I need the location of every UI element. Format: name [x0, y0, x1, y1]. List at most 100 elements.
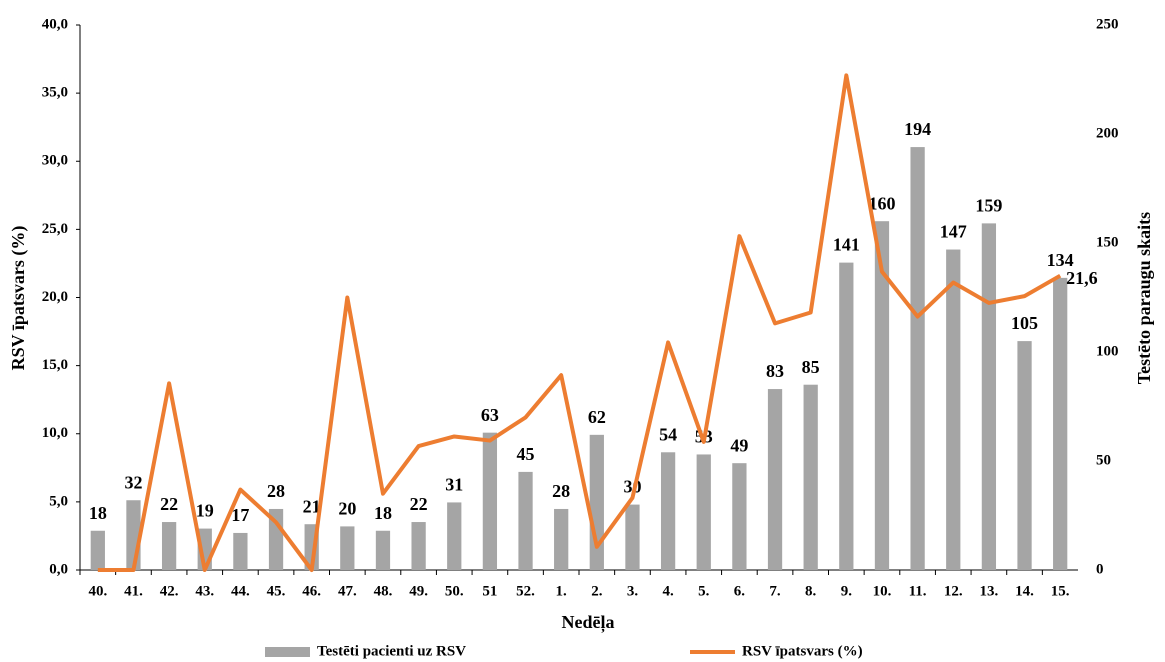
y-tick-label: 40,0	[42, 16, 68, 32]
x-tick-label: 50.	[445, 583, 464, 599]
bar	[90, 530, 105, 570]
x-tick-label: 2.	[591, 583, 603, 599]
bar	[518, 471, 533, 570]
line-value-label: 21,6	[1066, 268, 1098, 288]
bar-value-label: 22	[160, 494, 178, 514]
x-tick-label: 51	[482, 583, 497, 599]
x-tick-label: 44.	[231, 583, 250, 599]
bar-value-label: 32	[124, 472, 142, 492]
x-tick-label: 41.	[124, 583, 143, 599]
x-tick-label: 49.	[409, 583, 428, 599]
legend-swatch	[265, 647, 310, 657]
bar-value-label: 19	[196, 501, 214, 521]
x-tick-label: 13.	[980, 583, 999, 599]
legend-label: Testēti pacienti uz RSV	[317, 643, 466, 659]
bar-value-label: 45	[517, 444, 535, 464]
bar	[696, 454, 711, 570]
y-axis-title: RSV īpatsvars (%)	[8, 226, 29, 371]
bar	[767, 389, 783, 570]
y2-axis-title: Testēto paraugu skaits	[1134, 212, 1154, 384]
x-tick-label: 7.	[769, 583, 781, 599]
bar-value-label: 147	[940, 222, 967, 242]
x-tick-label: 4.	[662, 583, 674, 599]
y-tick-label: 0,0	[49, 561, 68, 577]
bar-value-label: 18	[374, 503, 392, 523]
bar-value-label: 160	[868, 193, 895, 213]
x-axis-title: Nedēļa	[562, 612, 615, 633]
bar-value-label: 49	[730, 435, 748, 455]
x-tick-label: 48.	[374, 583, 393, 599]
y2-tick-label: 0	[1096, 561, 1104, 577]
bar	[803, 384, 818, 570]
x-tick-label: 47.	[338, 583, 357, 599]
x-tick-label: 3.	[627, 583, 639, 599]
x-tick-label: 10.	[873, 583, 892, 599]
bar	[447, 502, 462, 570]
x-tick-label: 6.	[734, 583, 746, 599]
y-tick-label: 10,0	[42, 425, 68, 441]
y-tick-label: 15,0	[42, 357, 68, 373]
bar	[910, 147, 925, 570]
x-tick-label: 5.	[698, 583, 710, 599]
x-tick-label: 43.	[195, 583, 214, 599]
bar	[1017, 341, 1032, 570]
bar	[839, 262, 854, 570]
y-tick-label: 30,0	[42, 153, 68, 169]
bar	[233, 532, 248, 570]
y-tick-label: 5,0	[49, 493, 68, 509]
bar-value-label: 21	[303, 496, 321, 516]
x-tick-label: 15.	[1051, 583, 1070, 599]
bar-value-label: 85	[802, 357, 820, 377]
bar-value-label: 63	[481, 405, 499, 425]
x-tick-label: 1.	[556, 583, 568, 599]
bar	[732, 463, 747, 570]
y2-tick-label: 100	[1096, 343, 1119, 359]
y2-tick-label: 250	[1096, 16, 1119, 32]
line-series	[97, 73, 1062, 572]
bar	[554, 508, 569, 570]
bar-value-label: 54	[659, 424, 677, 444]
y-tick-label: 35,0	[42, 85, 68, 101]
bar-value-label: 105	[1011, 313, 1038, 333]
y2-tick-label: 150	[1096, 234, 1119, 250]
x-tick-label: 9.	[841, 583, 853, 599]
y-tick-label: 20,0	[42, 289, 68, 305]
bar-value-label: 28	[552, 481, 570, 501]
bar	[874, 221, 890, 570]
bar-value-label: 62	[588, 407, 606, 427]
x-tick-label: 8.	[805, 583, 817, 599]
x-tick-label: 46.	[302, 583, 321, 599]
x-tick-label: 52.	[516, 583, 535, 599]
x-tick-label: 42.	[160, 583, 179, 599]
x-tick-label: 12.	[944, 583, 963, 599]
x-tick-label: 45.	[267, 583, 286, 599]
bar-value-label: 28	[267, 481, 285, 501]
bar-value-label: 31	[445, 475, 463, 495]
y2-tick-label: 50	[1096, 452, 1111, 468]
bar-value-label: 159	[975, 196, 1002, 216]
bar	[981, 223, 997, 570]
bar	[375, 530, 391, 570]
bar	[589, 434, 604, 570]
y-tick-label: 25,0	[42, 221, 68, 237]
legend-label: RSV īpatsvars (%)	[742, 643, 863, 659]
bar	[482, 432, 498, 570]
bar-value-label: 83	[766, 361, 784, 381]
bar-value-label: 22	[410, 494, 428, 514]
bar-value-label: 20	[338, 499, 356, 519]
bar-value-label: 141	[833, 235, 860, 255]
bar	[660, 452, 676, 570]
x-tick-label: 11.	[909, 583, 927, 599]
x-tick-label: 40.	[88, 583, 107, 599]
bar	[1053, 277, 1068, 570]
bar	[946, 249, 961, 571]
y2-tick-label: 200	[1096, 125, 1119, 141]
bar	[411, 522, 426, 570]
bar	[625, 504, 640, 570]
bar-value-label: 17	[231, 505, 249, 525]
bar	[340, 526, 355, 570]
bar-value-label: 134	[1047, 250, 1074, 270]
bar	[161, 522, 177, 570]
x-tick-label: 14.	[1015, 583, 1034, 599]
